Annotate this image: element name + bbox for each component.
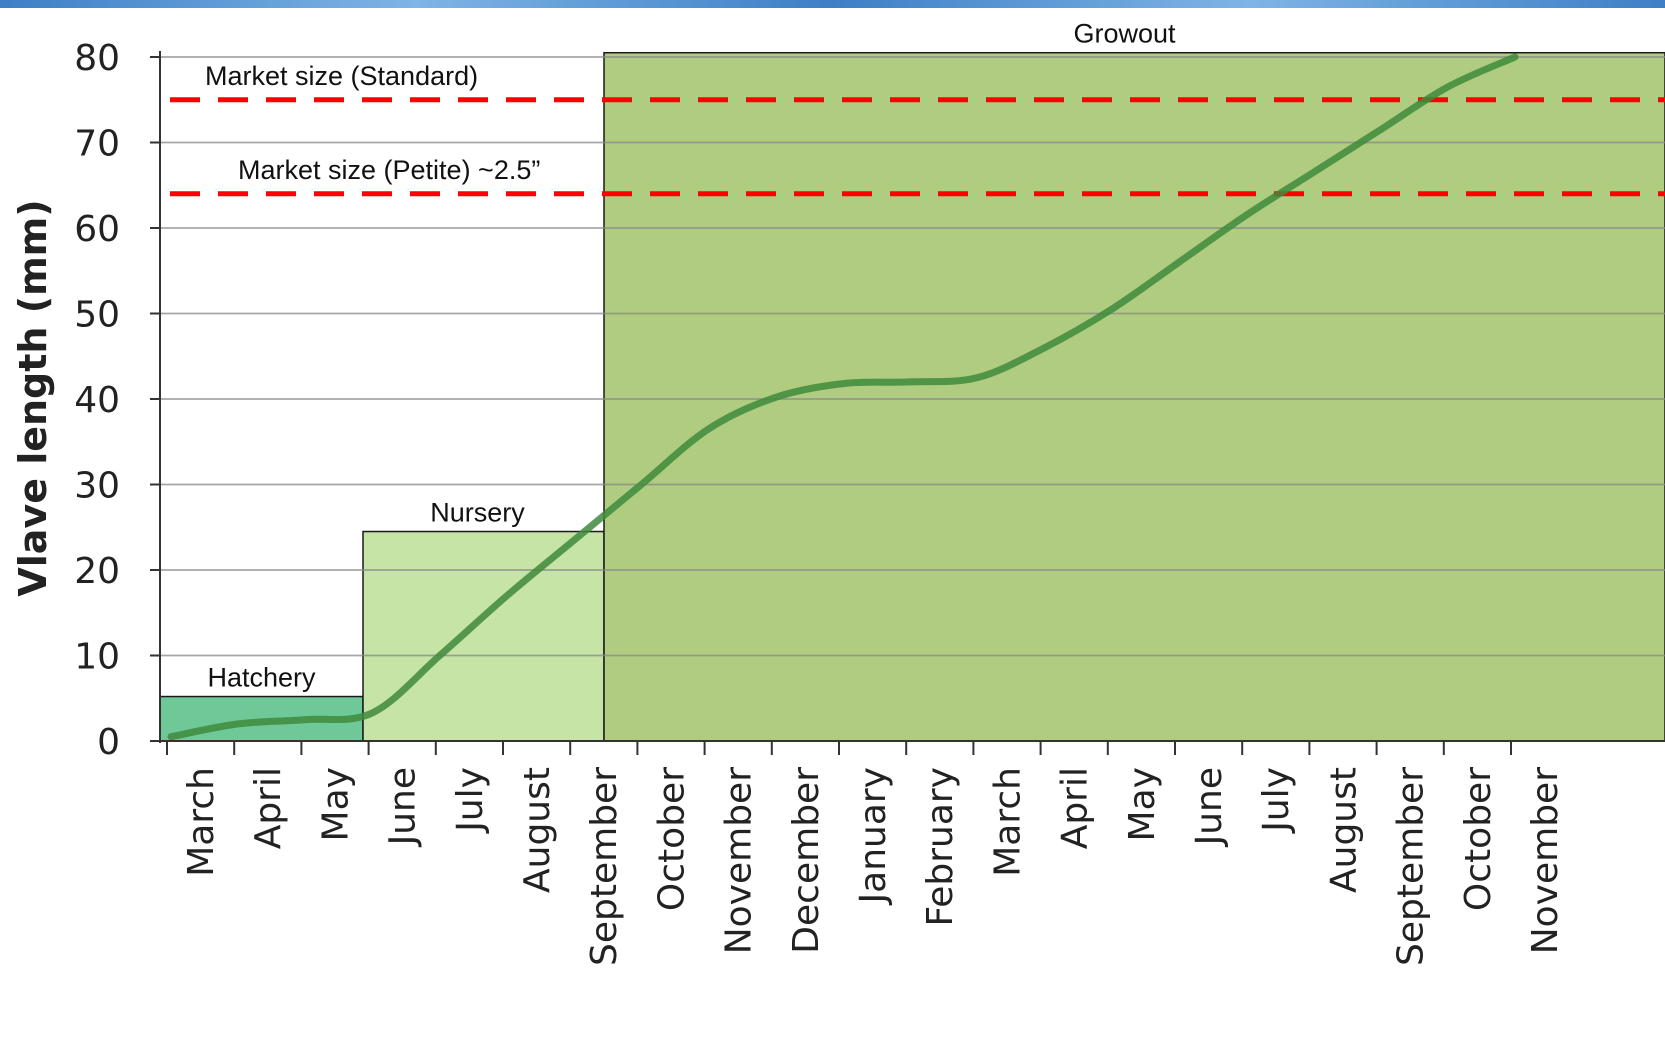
gridlines — [150, 56, 1665, 657]
stage-areas — [159, 51, 1665, 742]
x-tick-label: February — [920, 767, 961, 927]
x-tick-label: July — [450, 767, 491, 834]
x-tick-label: March — [181, 767, 222, 877]
reference-label-petite: Market size (Petite) ~2.5” — [238, 155, 540, 185]
x-tick-label: April — [1055, 767, 1096, 849]
x-tick-label: September — [584, 767, 625, 966]
stage-box-growout — [603, 51, 1665, 742]
stage-box-nursery — [362, 530, 605, 742]
reference-lines — [170, 97, 1665, 197]
x-tick-label: November — [719, 767, 760, 954]
axes — [150, 51, 1665, 755]
y-tick-label: 60 — [74, 209, 120, 250]
x-tick-label: August — [1323, 767, 1364, 893]
x-tick-label: June — [383, 767, 424, 847]
growth-curve-layer — [167, 53, 1519, 741]
x-tick-label: May — [315, 767, 356, 841]
y-tick-label: 70 — [74, 124, 120, 165]
x-tick-label: October — [1458, 767, 1499, 911]
y-tick-label: 80 — [74, 38, 120, 79]
x-tick-label: April — [248, 767, 289, 849]
x-tick-label: March — [987, 767, 1028, 877]
x-tick-label: December — [786, 767, 827, 954]
y-tick-label: 30 — [74, 466, 120, 507]
y-tick-label: 0 — [97, 722, 120, 763]
labels: Hatchery Nursery Growout 0 10 20 30 40 50 60 70 80 M… — [11, 19, 1566, 966]
y-tick-label: 50 — [74, 295, 120, 336]
x-tick-label: January — [853, 767, 894, 905]
top-decorative-band — [0, 0, 1665, 8]
reference-label-standard: Market size (Standard) — [205, 61, 478, 91]
y-tick-label: 40 — [74, 380, 120, 421]
stage-label-hatchery: Hatchery — [207, 663, 316, 693]
stage-label-nursery: Nursery — [430, 498, 525, 528]
x-tick-label: November — [1525, 767, 1566, 954]
x-tick-label: September — [1391, 767, 1432, 966]
x-tick-label: May — [1122, 767, 1163, 841]
growth-curve — [167, 53, 1519, 741]
x-tick-label: October — [651, 767, 692, 911]
y-tick-label: 10 — [74, 637, 120, 678]
x-tick-label: June — [1189, 767, 1230, 847]
x-tick-label: July — [1256, 767, 1297, 834]
y-tick-label: 20 — [74, 551, 120, 592]
stage-label-growout: Growout — [1073, 19, 1176, 49]
x-tick-label: August — [517, 767, 558, 893]
y-axis-title: Vlave length (mm) — [11, 199, 55, 596]
